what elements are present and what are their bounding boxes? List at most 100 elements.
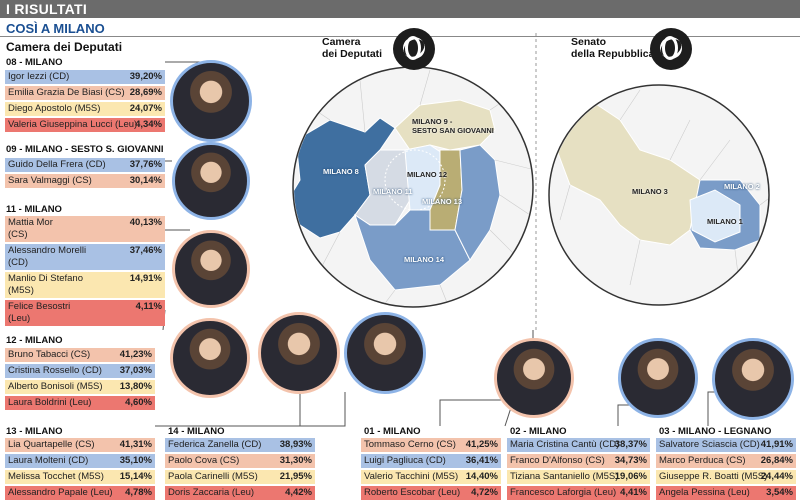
- candidate-pct: 39,20%: [129, 71, 162, 82]
- candidate-name: Valerio Tacchini (M5S): [364, 471, 459, 482]
- candidate-pct: 4,72%: [471, 487, 498, 498]
- candidate-name: Salvatore Sciascia (CD): [659, 439, 760, 450]
- candidate-row: Roberto Escobar (Leu) 4,72%: [361, 486, 501, 500]
- candidate-pct: 37,46%: [129, 245, 162, 256]
- candidate-name: Roberto Escobar (Leu): [364, 487, 461, 498]
- candidate-name: Tiziana Santaniello (M5S): [510, 471, 619, 482]
- candidate-name: Emilia Grazia De Biasi (CS): [8, 87, 125, 98]
- senato-map-title: Senato della Repubblica: [571, 36, 655, 60]
- candidate-pct: 3,54%: [766, 487, 793, 498]
- group-title: 14 - MILANO: [168, 426, 225, 437]
- candidate-photo: [618, 338, 698, 418]
- candidate-name: Laura Molteni (CD): [8, 455, 89, 466]
- candidate-row: Franco D'Alfonso (CS) 34,73%: [507, 454, 650, 468]
- candidate-pct: 26,84%: [760, 455, 793, 466]
- candidate-pct: 4,60%: [125, 397, 152, 408]
- candidate-name: Cristina Rossello (CD): [8, 365, 102, 376]
- candidate-row: Federica Zanella (CD) 38,93%: [165, 438, 315, 452]
- candidate-row: Valeria Giuseppina Lucci (Leu) 4,34%: [5, 118, 165, 132]
- candidate-pct: 14,40%: [465, 471, 498, 482]
- map-label: MILANO 8: [323, 167, 359, 176]
- candidate-name: Igor Iezzi (CD): [8, 71, 70, 82]
- candidate-name: Felice Besostri (Leu): [8, 301, 71, 324]
- candidate-name: Mattia Mor (CS): [8, 217, 53, 240]
- group-title: 09 - MILANO - SESTO S. GIOVANNI: [6, 144, 164, 155]
- group-title: 11 - MILANO: [6, 204, 62, 215]
- group-title: 12 - MILANO: [6, 335, 63, 346]
- page-title: I RISULTATI: [6, 1, 88, 17]
- candidate-row: Alberto Bonisoli (M5S) 13,80%: [5, 380, 155, 394]
- candidate-pct: 28,69%: [129, 87, 162, 98]
- candidate-row: Luigi Pagliuca (CD) 36,41%: [361, 454, 501, 468]
- candidate-name: Lia Quartapelle (CS): [8, 439, 95, 450]
- candidate-name: Diego Apostolo (M5S): [8, 103, 101, 114]
- candidate-row: Igor Iezzi (CD) 39,20%: [5, 70, 165, 84]
- senato-logo-icon: [650, 28, 692, 70]
- candidate-name: Manlio Di Stefano (M5S): [8, 273, 83, 296]
- group-title: 08 - MILANO: [6, 57, 63, 68]
- candidate-row: Bruno Tabacci (CS) 41,23%: [5, 348, 155, 362]
- candidate-photo: [258, 312, 340, 394]
- candidate-name: Francesco Laforgia (Leu): [510, 487, 617, 498]
- map-label: MILANO 12: [407, 170, 448, 179]
- candidate-pct: 4,11%: [135, 301, 162, 312]
- camera-map-title: Camera dei Deputati: [322, 36, 383, 60]
- candidate-row: Tiziana Santaniello (M5S) 19,06%: [507, 470, 650, 484]
- candidate-photo: [712, 338, 794, 420]
- candidate-photo: [494, 338, 574, 418]
- candidate-name: Alessandro Morelli (CD): [8, 245, 87, 268]
- candidate-row: Francesco Laforgia (Leu) 4,41%: [507, 486, 650, 500]
- candidate-pct: 21,95%: [279, 471, 312, 482]
- candidate-photo: [170, 60, 252, 142]
- map-label: MILANO 9 - SESTO SAN GIOVANNI: [412, 117, 494, 135]
- camera-section-title: Camera dei Deputati: [6, 40, 123, 54]
- candidate-row: Felice Besostri (Leu) 4,11%: [5, 300, 165, 326]
- candidate-name: Bruno Tabacci (CS): [8, 349, 91, 360]
- candidate-row: Emilia Grazia De Biasi (CS) 28,69%: [5, 86, 165, 100]
- candidate-row: Tommaso Cerno (CS) 41,25%: [361, 438, 501, 452]
- candidate-name: Angela Pessina (Leu): [659, 487, 750, 498]
- map-label: MILANO 2: [724, 182, 760, 191]
- group-title: 13 - MILANO: [6, 426, 63, 437]
- candidate-row: Alessandro Papale (Leu) 4,78%: [5, 486, 155, 500]
- candidate-pct: 40,13%: [129, 217, 162, 228]
- candidate-name: Franco D'Alfonso (CS): [510, 455, 605, 466]
- candidate-pct: 38,93%: [279, 439, 312, 450]
- candidate-pct: 19,06%: [614, 471, 647, 482]
- candidate-name: Tommaso Cerno (CS): [364, 439, 456, 450]
- candidate-row: Valerio Tacchini (M5S) 14,40%: [361, 470, 501, 484]
- group-title: 03 - MILANO - LEGNANO: [659, 426, 772, 437]
- candidate-name: Melissa Tocchet (M5S): [8, 471, 104, 482]
- candidate-pct: 4,41%: [620, 487, 647, 498]
- candidate-pct: 13,80%: [119, 381, 152, 392]
- candidate-row: Salvatore Sciascia (CD) 41,91%: [656, 438, 796, 452]
- candidate-name: Valeria Giuseppina Lucci (Leu): [8, 119, 138, 130]
- candidate-pct: 30,14%: [129, 175, 162, 186]
- candidate-row: Lia Quartapelle (CS) 41,31%: [5, 438, 155, 452]
- candidate-name: Maria Cristina Cantù (CD): [510, 439, 620, 450]
- page-subtitle: COSÌ A MILANO: [6, 21, 105, 36]
- candidate-row: Alessandro Morelli (CD) 37,46%: [5, 244, 165, 270]
- header-bar: I RISULTATI: [0, 0, 800, 18]
- candidate-pct: 24,07%: [129, 103, 162, 114]
- candidate-row: Laura Boldrini (Leu) 4,60%: [5, 396, 155, 410]
- candidate-pct: 36,41%: [465, 455, 498, 466]
- candidate-photo: [172, 142, 250, 220]
- candidate-row: Marco Perduca (CS) 26,84%: [656, 454, 796, 468]
- candidate-pct: 38,37%: [614, 439, 647, 450]
- candidate-name: Marco Perduca (CS): [659, 455, 746, 466]
- candidate-pct: 24,44%: [760, 471, 793, 482]
- map-label: MILANO 3: [632, 187, 668, 196]
- map-label: MILANO 13: [422, 197, 463, 206]
- candidate-pct: 4,34%: [135, 119, 162, 130]
- map-label: MILANO 11: [373, 187, 413, 196]
- candidate-row: Giuseppe R. Boatti (M5S) 24,44%: [656, 470, 796, 484]
- candidate-row: Cristina Rossello (CD) 37,03%: [5, 364, 155, 378]
- group-title: 01 - MILANO: [364, 426, 421, 437]
- candidate-name: Doris Zaccaria (Leu): [168, 487, 255, 498]
- candidate-row: Melissa Tocchet (M5S) 15,14%: [5, 470, 155, 484]
- map-label: MILANO 14: [404, 255, 445, 264]
- candidate-row: Maria Cristina Cantù (CD) 38,37%: [507, 438, 650, 452]
- candidate-row: Laura Molteni (CD) 35,10%: [5, 454, 155, 468]
